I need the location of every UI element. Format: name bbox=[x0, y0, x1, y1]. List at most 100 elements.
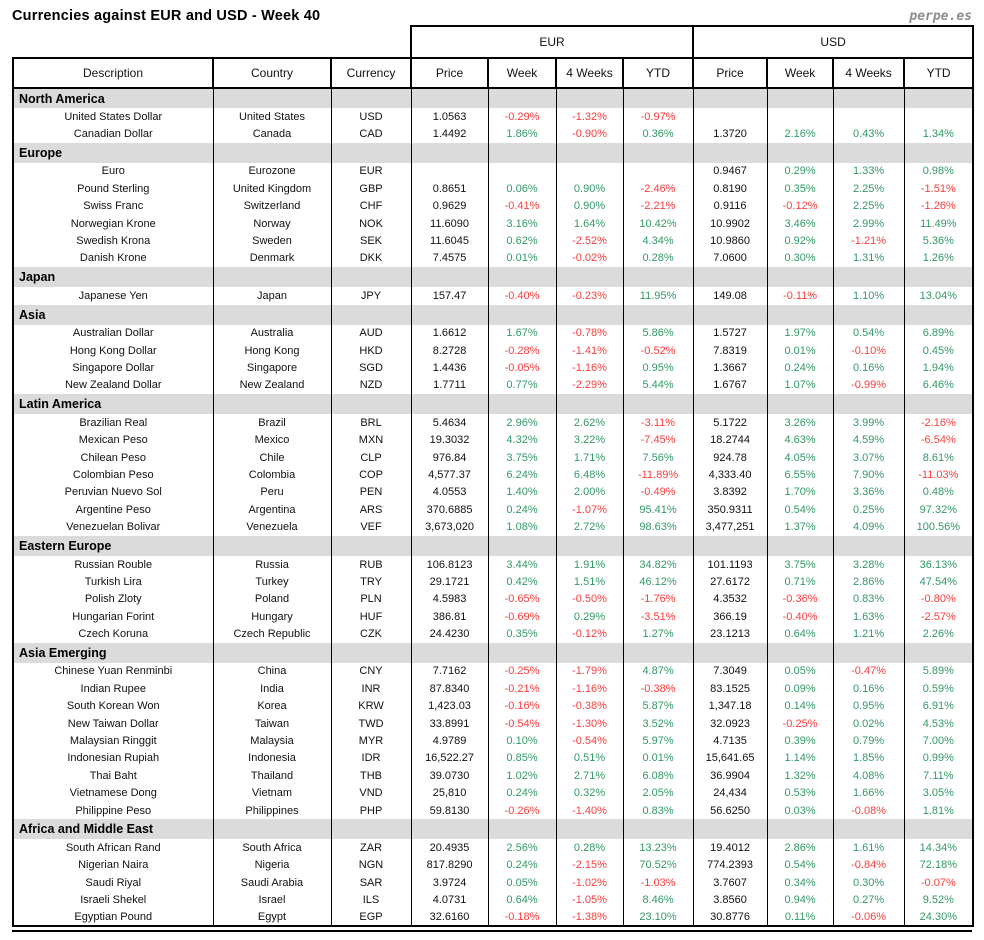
cell-usd-week: 0.05% bbox=[766, 662, 834, 681]
cell-eur-4weeks: -1.40% bbox=[555, 801, 624, 820]
section-filler-cell bbox=[832, 304, 905, 325]
cell-usd-week: -0.36% bbox=[766, 590, 834, 608]
cell-eur-4weeks: -1.16% bbox=[555, 680, 624, 698]
cell-usd-ytd: -6.54% bbox=[903, 431, 975, 449]
cell-eur-week: 3.16% bbox=[487, 214, 557, 233]
cell-eur-ytd: 13.23% bbox=[622, 839, 694, 857]
table-row: Thai Baht Thailand THB 39.0730 1.02% 2.71% 6.0… bbox=[12, 767, 975, 785]
section-filler-cell bbox=[487, 642, 557, 663]
table-row: Japanese Yen Japan JPY 157.47 -0.40% -0.23% 11… bbox=[12, 287, 975, 305]
cell-eur-price: 16,522.27 bbox=[410, 749, 489, 768]
cell-country: New Zealand bbox=[212, 376, 332, 395]
table-row: Australian Dollar Australia AUD 1.6612 1.67%… bbox=[12, 324, 975, 342]
cell-usd-week: 0.35% bbox=[766, 180, 834, 198]
cell-usd-4weeks: 0.16% bbox=[832, 680, 905, 698]
cell-usd-price: 15,641.65 bbox=[692, 749, 768, 768]
section-row: Asia bbox=[12, 304, 975, 325]
brand-link[interactable]: perpe.es bbox=[909, 9, 972, 24]
cell-eur-week: 0.35% bbox=[487, 625, 557, 643]
section-filler-cell bbox=[487, 819, 557, 840]
cell-eur-week: 3.44% bbox=[487, 555, 557, 574]
cell-currency: MXN bbox=[330, 431, 412, 449]
cell-eur-4weeks: 1.51% bbox=[555, 573, 624, 591]
cell-usd-ytd: 1.26% bbox=[903, 249, 975, 268]
cell-usd-price: 3.7607 bbox=[692, 874, 768, 892]
cell-eur-week: 0.05% bbox=[487, 874, 557, 892]
section-filler-cell bbox=[692, 535, 768, 556]
table-row: Malaysian Ringgit Malaysia MYR 4.9789 0.10% -… bbox=[12, 732, 975, 750]
cell-eur-ytd: 5.97% bbox=[622, 732, 694, 750]
section-filler-cell bbox=[692, 142, 768, 163]
cell-eur-ytd: 2.05% bbox=[622, 784, 694, 802]
cell-eur-week: 2.96% bbox=[487, 414, 557, 432]
section-filler-cell bbox=[692, 394, 768, 415]
section-name: North America bbox=[12, 88, 214, 108]
cell-eur-week: -0.40% bbox=[487, 287, 557, 305]
table-row: Venezuelan Bolivar Venezuela VEF 3,673,020 1… bbox=[12, 518, 975, 536]
cell-eur-ytd: -0.52% bbox=[622, 341, 694, 360]
cell-description: Danish Krone bbox=[12, 249, 214, 268]
page-title: Currencies against EUR and USD - Week 40 bbox=[12, 8, 321, 24]
table-row: Euro Eurozone EUR 0.9467 0.29% 1.33% 0.98% bbox=[12, 162, 975, 181]
cell-currency: KRW bbox=[330, 697, 412, 715]
cell-usd-ytd: 3.05% bbox=[903, 784, 975, 802]
section-filler-cell bbox=[487, 142, 557, 163]
section-filler-cell bbox=[832, 394, 905, 415]
column-header-country: Country bbox=[212, 57, 332, 89]
cell-usd-price: 32.0923 bbox=[692, 714, 768, 733]
cell-usd-ytd: 0.98% bbox=[903, 162, 975, 181]
section-filler-cell bbox=[487, 304, 557, 325]
cell-country: Poland bbox=[212, 590, 332, 608]
cell-usd-4weeks: -0.99% bbox=[832, 376, 905, 395]
cell-usd-ytd: -11.03% bbox=[903, 466, 975, 484]
cell-description: Japanese Yen bbox=[12, 287, 214, 305]
cell-usd-week: 0.53% bbox=[766, 784, 834, 802]
cell-country: Turkey bbox=[212, 573, 332, 591]
cell-usd-ytd: 4.53% bbox=[903, 714, 975, 733]
table-row: Vietnamese Dong Vietnam VND 25,810 0.24% 0.32… bbox=[12, 784, 975, 802]
cell-eur-price: 817.8290 bbox=[410, 856, 489, 875]
table-row: Turkish Lira Turkey TRY 29.1721 0.42% 1.51% 46… bbox=[12, 573, 975, 591]
cell-usd-4weeks: 1.63% bbox=[832, 607, 905, 626]
section-name: Asia Emerging bbox=[12, 642, 214, 663]
cell-eur-ytd: 6.08% bbox=[622, 767, 694, 785]
cell-eur-price: 1.4436 bbox=[410, 359, 489, 377]
table-row: Hungarian Forint Hungary HUF 386.81 -0.69% 0.… bbox=[12, 607, 975, 626]
section-name: Eastern Europe bbox=[12, 535, 214, 556]
cell-currency: USD bbox=[330, 108, 412, 126]
cell-eur-ytd: 0.36% bbox=[622, 125, 694, 143]
cell-eur-4weeks: 1.64% bbox=[555, 214, 624, 233]
section-filler-cell bbox=[832, 642, 905, 663]
cell-currency: HUF bbox=[330, 607, 412, 626]
cell-eur-4weeks: -1.32% bbox=[555, 108, 624, 126]
cell-usd-price: 366.19 bbox=[692, 607, 768, 626]
cell-country: Peru bbox=[212, 483, 332, 502]
cell-eur-week: -0.54% bbox=[487, 714, 557, 733]
cell-eur-price: 0.9629 bbox=[410, 197, 489, 215]
cell-eur-ytd: 0.01% bbox=[622, 749, 694, 768]
cell-eur-ytd: -0.49% bbox=[622, 483, 694, 502]
cell-usd-week: 1.14% bbox=[766, 749, 834, 768]
cell-eur-price: 87.8340 bbox=[410, 680, 489, 698]
cell-eur-week: 6.24% bbox=[487, 466, 557, 484]
cell-usd-4weeks: 3.36% bbox=[832, 483, 905, 502]
cell-usd-4weeks: 0.54% bbox=[832, 324, 905, 342]
cell-usd-week: 2.86% bbox=[766, 839, 834, 857]
table-row: Pound Sterling United Kingdom GBP 0.8651 0.0… bbox=[12, 180, 975, 198]
cell-usd-week: 0.29% bbox=[766, 162, 834, 181]
cell-eur-week: -0.18% bbox=[487, 908, 557, 928]
cell-usd-price: 83.1525 bbox=[692, 680, 768, 698]
cell-eur-ytd: -3.51% bbox=[622, 607, 694, 626]
section-filler-cell bbox=[692, 819, 768, 840]
cell-usd-ytd: 6.89% bbox=[903, 324, 975, 342]
section-filler-cell bbox=[330, 535, 412, 556]
cell-currency: EUR bbox=[330, 162, 412, 181]
cell-usd-ytd: 1.94% bbox=[903, 359, 975, 377]
cell-eur-week: 0.06% bbox=[487, 180, 557, 198]
cell-eur-4weeks: 2.71% bbox=[555, 767, 624, 785]
cell-description: Thai Baht bbox=[12, 767, 214, 785]
cell-usd-week: 0.11% bbox=[766, 908, 834, 928]
cell-country: Canada bbox=[212, 125, 332, 143]
cell-currency: SEK bbox=[330, 232, 412, 250]
table-row: Argentine Peso Argentina ARS 370.6885 0.24% -… bbox=[12, 501, 975, 519]
